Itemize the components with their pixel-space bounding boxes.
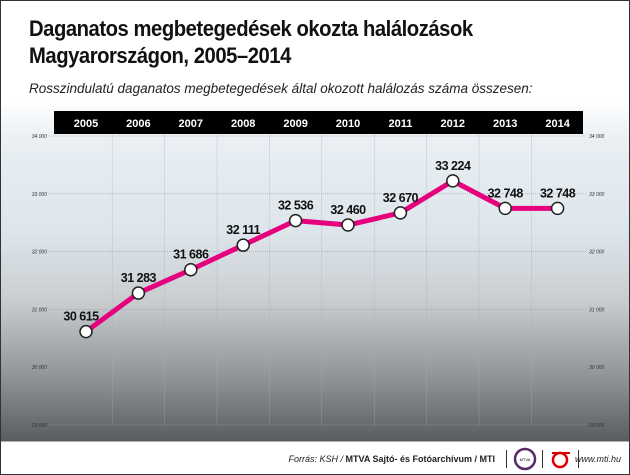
data-point [498,201,512,216]
footer: Forrás: KSH / MTVA Sajtó- és Fotóarchívu… [1,442,629,474]
x-tick-label: 2013 [493,118,517,130]
source-text: Forrás: KSH / MTVA Sajtó- és Fotóarchívu… [288,454,495,464]
mti-logo [551,451,570,469]
data-point [131,286,146,300]
data-point [550,201,565,216]
x-tick-label: 2014 [545,118,570,130]
y-tick-label-right: 33 000 [589,192,605,198]
y-tick-label-right: 30 000 [589,365,605,371]
x-tick-label: 2011 [388,118,412,130]
title-line-2: Magyarországon, 2005–2014 [29,43,291,68]
y-tick-label-right: 34 000 [589,134,605,140]
data-label: 32 748 [488,186,524,200]
y-tick-label-right: 29 000 [588,423,605,429]
data-label: 31 283 [121,271,157,285]
data-point [341,218,355,232]
chart-title: Daganatos megbetegedések okozta halálozá… [29,15,473,69]
data-label: 33 224 [435,159,471,173]
data-label: 32 460 [330,203,366,217]
x-tick-label: 2007 [179,118,203,130]
data-label: 30 615 [63,310,99,324]
data-point [236,238,250,252]
chart-subtitle: Rosszindulatú daganatos megbetegedések á… [29,81,533,96]
data-label: 32 111 [226,223,260,237]
x-tick-label: 2005 [74,118,98,130]
data-label: 32 536 [278,199,314,213]
svg-text:MTVA: MTVA [520,457,531,462]
y-tick-label-left: 32 000 [32,250,48,256]
y-tick-label-left: 34 000 [32,134,48,140]
data-point [184,262,198,277]
y-tick-label-left: 33 000 [32,192,48,198]
y-tick-label-left: 31 000 [32,307,48,313]
data-point [79,324,93,339]
x-tick-label: 2010 [336,118,360,130]
data-label: 32 670 [383,191,419,205]
data-label: 32 748 [540,186,576,200]
y-tick-label-left: 30 000 [32,365,48,371]
y-tick-label-right: 32 000 [589,250,605,256]
x-tick-label: 2012 [441,118,465,130]
website-link[interactable]: www.mti.hu [574,454,621,464]
year-header-bar [54,111,583,134]
x-tick-label: 2008 [231,118,255,130]
series-line [84,178,558,334]
mtva-logo: MTVA [513,447,537,471]
y-tick-label-right: 31 000 [589,307,605,313]
title-line-1: Daganatos megbetegedések okozta halálozá… [29,16,473,41]
x-tick-label: 2009 [283,118,307,130]
x-tick-label: 2006 [126,118,150,130]
data-point [288,213,303,228]
y-tick-label-left: 29 000 [31,423,48,429]
data-point [393,206,408,220]
divider [578,450,579,468]
divider [542,450,543,468]
line-chart: 34 000 34 000 33 000 33 000 32 000 32 000 31 0… [31,111,605,429]
data-label: 31 686 [173,248,209,262]
data-point [446,174,460,188]
divider [506,450,507,468]
